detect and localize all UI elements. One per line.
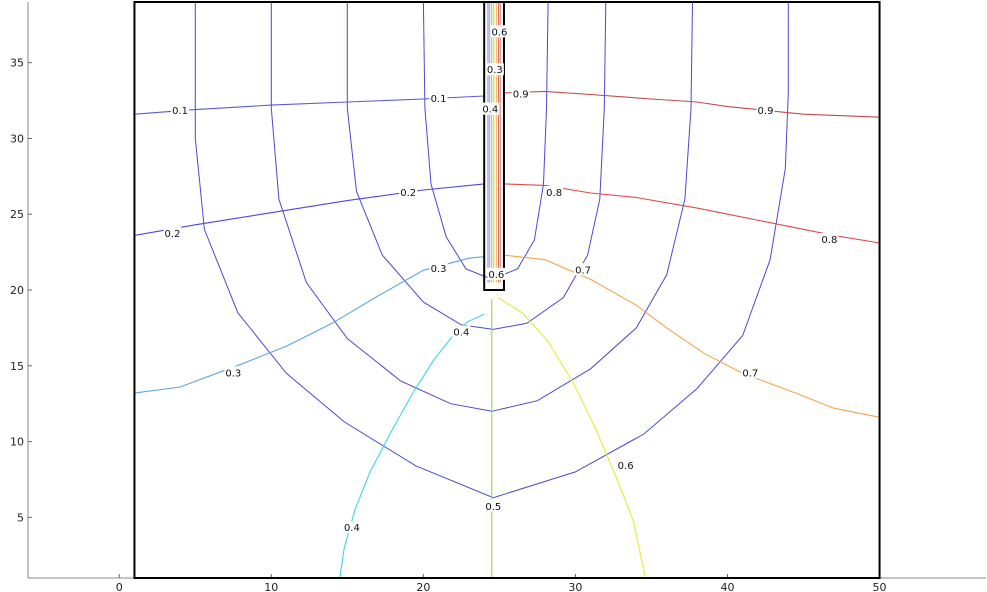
contour-label: 0.6	[491, 27, 507, 38]
contour-label: 0.4	[482, 105, 498, 116]
domain-boundary	[133, 1, 881, 579]
contour-label-bg	[574, 263, 593, 276]
slot-boundary	[483, 1, 505, 291]
contour-label: 0.7	[575, 265, 591, 276]
contour-label: 0.3	[487, 65, 503, 76]
contour-label: 0.2	[400, 188, 416, 199]
x-tick-label: 20	[416, 581, 430, 592]
y-tick-label: 30	[10, 132, 24, 145]
contour-label: 0.9	[513, 89, 529, 100]
contour-line-0-4	[339, 313, 485, 579]
y-tick-label: 25	[10, 208, 24, 221]
y-tick-label: 5	[17, 511, 24, 524]
contour-label: 0.1	[172, 106, 188, 117]
contour-label: 0.8	[821, 235, 837, 246]
contour-label-bg	[487, 267, 506, 280]
contour-label: 0.6	[488, 270, 504, 281]
contour-label-bg	[429, 92, 448, 105]
stream-line	[270, 1, 693, 412]
contour-label: 0.3	[225, 368, 241, 379]
y-tick-label: 15	[10, 360, 24, 373]
contour-line-0-6	[497, 297, 646, 579]
stream-line	[422, 1, 549, 280]
contour-label-bg	[399, 185, 418, 198]
contour-line-0-7	[503, 254, 880, 418]
contour-label-bg	[820, 232, 839, 245]
contour-label-bg	[163, 226, 182, 239]
x-tick-label: 50	[873, 581, 887, 592]
contour-label: 0.4	[344, 523, 360, 534]
contour-label-bg	[452, 325, 471, 338]
y-tick-label: 20	[10, 284, 24, 297]
contour-line-0-9	[503, 90, 880, 118]
contour-label-bg	[511, 87, 530, 100]
contour-label: 0.1	[431, 94, 447, 105]
contour-label: 0.4	[453, 327, 469, 338]
contour-label: 0.6	[618, 461, 634, 472]
x-tick-label: 40	[720, 581, 734, 592]
contour-label-bg	[756, 104, 775, 117]
contour-label: 0.3	[431, 264, 447, 275]
stream-line	[194, 2, 789, 499]
contour-line-0-2	[134, 183, 485, 236]
contour-label-bg	[485, 63, 504, 76]
contour-label-bg	[224, 366, 243, 379]
x-tick-label: 10	[264, 581, 278, 592]
contour-label-bg	[481, 102, 500, 115]
y-tick-label: 35	[10, 57, 24, 70]
contour-label: 0.7	[742, 368, 758, 379]
contour-label-bg	[741, 366, 760, 379]
contour-label: 0.8	[546, 188, 562, 199]
contour-label-bg	[429, 261, 448, 274]
contour-label-bg	[484, 499, 503, 512]
contour-label-bg	[171, 104, 190, 117]
contour-label: 0.5	[485, 502, 501, 513]
x-tick-label: 0	[116, 581, 123, 592]
contour-label: 0.2	[165, 229, 181, 240]
contour-label-bg	[490, 25, 509, 38]
stream-line	[346, 1, 607, 330]
contour-label-bg	[616, 458, 635, 471]
y-tick-label: 10	[10, 436, 24, 449]
x-tick-label: 30	[568, 581, 582, 592]
contour-label-bg	[342, 520, 361, 533]
contour-label-bg	[545, 185, 564, 198]
contour-line-0-3	[134, 256, 485, 394]
contour-label: 0.9	[758, 106, 774, 117]
